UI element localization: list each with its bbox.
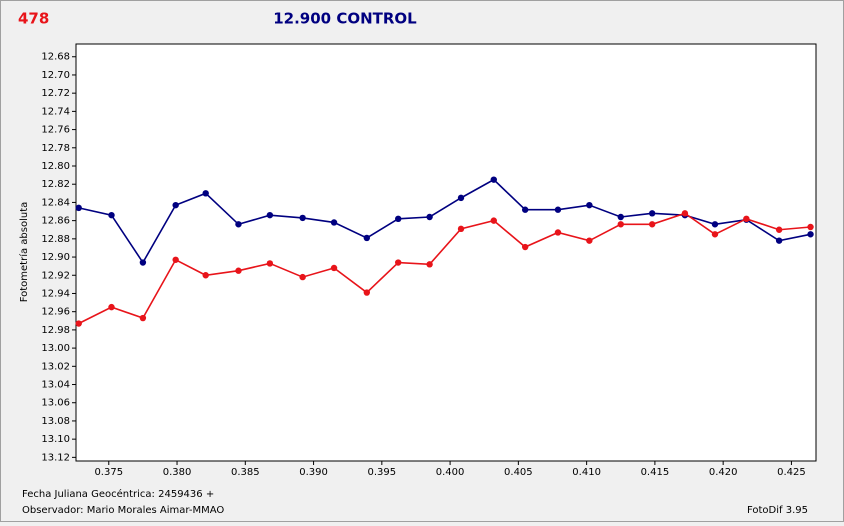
x-tick-label: 0.415: [641, 467, 670, 478]
data-point: [711, 231, 719, 238]
y-axis-label: Fotometría absoluta: [18, 202, 30, 303]
corner-label: 478: [18, 10, 49, 28]
data-point: [521, 206, 529, 213]
y-tick-label: 12.68: [41, 52, 70, 63]
data-point: [711, 221, 719, 228]
y-tick-label: 13.08: [41, 416, 70, 427]
data-point: [75, 204, 82, 212]
data-point: [586, 201, 593, 209]
data-point: [775, 226, 783, 233]
data-point: [235, 267, 242, 274]
y-tick-label: 12.88: [41, 234, 70, 245]
y-tick-label: 12.92: [41, 270, 70, 281]
data-point: [490, 217, 497, 224]
x-tick-label: 0.380: [163, 467, 192, 478]
y-tick-label: 12.76: [41, 125, 70, 136]
data-point: [457, 225, 465, 233]
footer: Fecha Juliana Geocéntrica: 2459436 +: [22, 488, 214, 500]
data-point: [617, 213, 624, 221]
x-tick-label: 0.390: [299, 467, 328, 478]
footer: Observador: Mario Morales Aimar-MMAO: [22, 505, 224, 516]
data-point: [172, 201, 179, 209]
data-point: [330, 219, 338, 226]
y-tick-label: 12.86: [41, 216, 70, 227]
data-point: [172, 256, 179, 263]
data-point: [648, 210, 656, 217]
data-point: [202, 272, 209, 279]
data-point: [363, 289, 371, 296]
y-tick-label: 12.84: [41, 197, 70, 208]
x-tick-label: 0.385: [231, 467, 260, 478]
y-tick-label: 13.04: [41, 380, 70, 391]
y-tick-label: 12.82: [41, 179, 70, 190]
data-point: [681, 210, 689, 217]
data-point: [266, 260, 274, 267]
x-tick-label: 0.405: [504, 467, 533, 478]
data-point: [395, 215, 402, 223]
y-tick-label: 13.02: [41, 361, 70, 372]
data-point: [807, 223, 814, 231]
data-point: [807, 231, 814, 238]
y-tick-label: 13.10: [41, 434, 70, 445]
data-point: [108, 211, 115, 219]
data-point: [75, 320, 82, 327]
data-point: [363, 234, 371, 242]
data-point: [139, 259, 147, 266]
data-point: [330, 264, 338, 272]
y-tick-label: 12.94: [41, 288, 70, 299]
x-tick-label: 0.410: [572, 467, 601, 478]
data-point: [299, 273, 306, 281]
data-point: [108, 303, 115, 311]
y-tick-label: 12.90: [41, 252, 70, 263]
data-point: [521, 243, 529, 251]
y-tick-label: 13.00: [41, 343, 70, 354]
x-tick-label: 0.425: [777, 467, 806, 478]
y-tick-label: 12.74: [41, 106, 70, 117]
data-point: [395, 259, 402, 266]
data-point: [554, 206, 562, 213]
x-tick-label: 0.395: [368, 467, 397, 478]
data-point: [617, 221, 624, 228]
data-point: [202, 190, 209, 197]
y-tick-label: 12.72: [41, 88, 70, 99]
y-tick-label: 13.06: [41, 398, 70, 409]
footer: FotoDif 3.95: [747, 505, 808, 516]
data-point: [426, 213, 433, 221]
data-point: [490, 176, 497, 183]
y-tick-label: 12.78: [41, 143, 70, 154]
data-point: [139, 314, 147, 322]
x-tick-label: 0.375: [94, 467, 123, 478]
data-point: [299, 214, 306, 222]
plot-area: [75, 43, 817, 462]
x-tick-label: 0.420: [709, 467, 738, 478]
x-tick-label: 0.400: [436, 467, 465, 478]
y-tick-label: 12.80: [41, 161, 70, 172]
data-point: [426, 261, 433, 268]
data-point: [648, 221, 656, 228]
data-point: [586, 237, 593, 244]
data-point: [266, 211, 274, 219]
data-point: [457, 194, 465, 202]
y-tick-label: 12.98: [41, 325, 70, 336]
y-tick-label: 12.96: [41, 307, 70, 318]
y-tick-label: 13.12: [41, 452, 70, 463]
chart-title: 12.900 CONTROL: [273, 10, 417, 28]
series-line: [78, 212, 811, 325]
data-point: [743, 215, 750, 223]
y-tick-label: 12.70: [41, 70, 70, 81]
data-point: [554, 229, 562, 236]
data-point: [775, 237, 783, 244]
data-point: [235, 221, 242, 228]
